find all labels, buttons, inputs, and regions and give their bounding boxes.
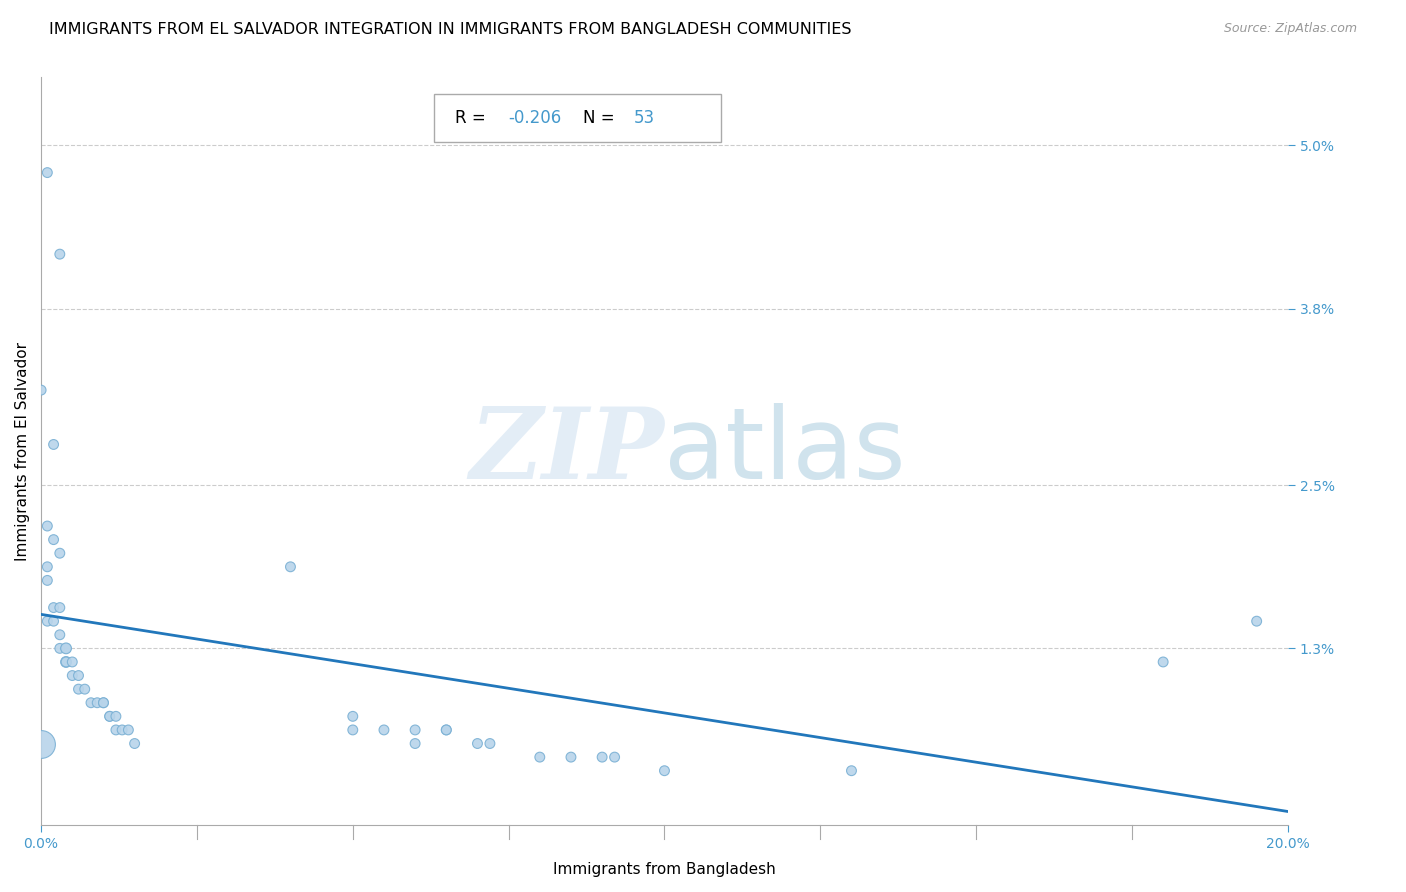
Point [80,696,103,710]
Point [49,546,72,560]
Point [37,165,59,179]
Point [42,533,65,547]
Point [86,696,108,710]
Point [434,723,457,737]
Text: R =: R = [456,109,491,128]
Text: atlas: atlas [665,403,905,500]
Point [1246,614,1268,628]
Point [30,383,52,397]
Point [841,764,863,778]
Point [55,655,77,669]
Point [49,641,72,656]
Point [124,737,146,751]
Point [42,437,65,451]
Point [104,709,127,723]
Point [98,709,121,723]
Point [49,600,72,615]
Point [111,723,134,737]
Text: IMMIGRANTS FROM EL SALVADOR INTEGRATION IN IMMIGRANTS FROM BANGLADESH COMMUNITIE: IMMIGRANTS FROM EL SALVADOR INTEGRATION … [49,22,852,37]
Point [342,709,364,723]
Point [60,655,83,669]
Point [67,668,90,682]
Point [98,709,121,723]
Point [467,737,489,751]
Point [93,696,115,710]
Point [373,723,395,737]
Point [654,764,676,778]
Point [37,519,59,533]
Point [37,574,59,588]
Point [60,668,83,682]
Point [30,737,52,751]
Point [49,628,72,642]
FancyBboxPatch shape [434,94,720,143]
Point [93,696,115,710]
Point [49,247,72,261]
Point [478,737,501,751]
Point [560,750,582,764]
Point [342,723,364,737]
Point [104,723,127,737]
Point [404,737,426,751]
Y-axis label: Immigrants from El Salvador: Immigrants from El Salvador [15,342,30,561]
Point [1152,655,1174,669]
Text: 53: 53 [633,109,654,128]
Point [434,723,457,737]
Point [37,559,59,574]
Point [55,655,77,669]
Point [591,750,613,764]
Point [55,641,77,656]
Text: -0.206: -0.206 [509,109,562,128]
Point [73,682,96,697]
Point [42,600,65,615]
Text: ZIP: ZIP [470,403,665,500]
X-axis label: Immigrants from Bangladesh: Immigrants from Bangladesh [553,862,776,877]
Text: Source: ZipAtlas.com: Source: ZipAtlas.com [1223,22,1357,36]
Point [67,682,90,697]
Point [117,723,139,737]
Text: N =: N = [583,109,620,128]
Point [404,723,426,737]
Point [55,641,77,656]
Point [37,614,59,628]
Point [280,559,302,574]
Point [603,750,626,764]
Point [42,614,65,628]
Point [529,750,551,764]
